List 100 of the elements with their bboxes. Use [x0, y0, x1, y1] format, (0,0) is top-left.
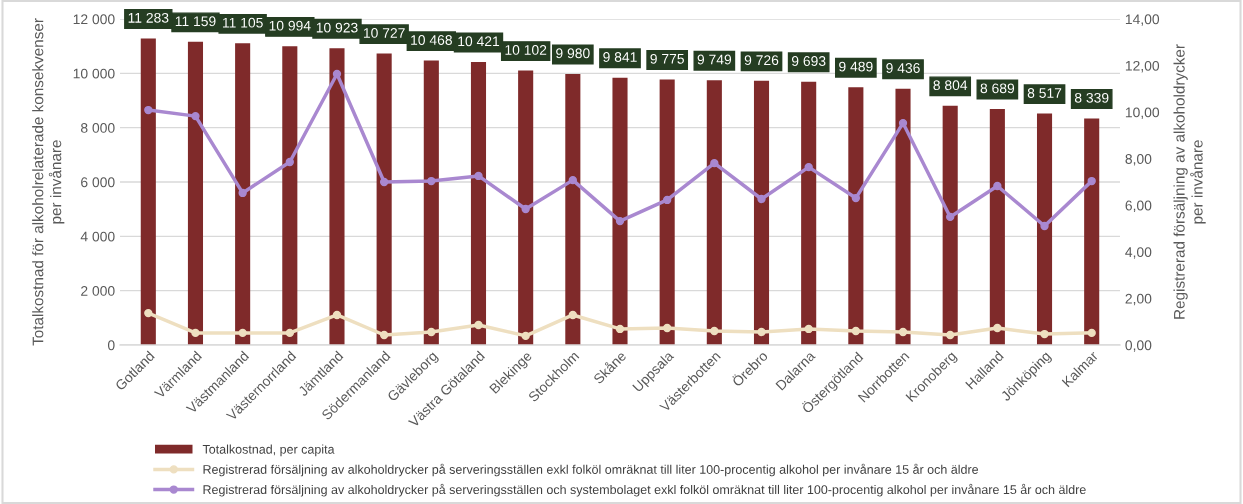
point: [757, 194, 766, 204]
point: [144, 308, 153, 318]
data-label: 8 804: [933, 80, 968, 91]
data-label: 9 749: [697, 54, 732, 65]
bar: [942, 105, 958, 345]
y2-tick-label: 10,00: [1125, 107, 1160, 119]
data-label: 9 693: [791, 56, 826, 66]
point: [191, 111, 200, 121]
bar: [565, 73, 581, 345]
point: [427, 327, 436, 337]
point: [804, 324, 813, 334]
point: [615, 324, 625, 334]
data-label: 11 159: [175, 16, 216, 27]
y2-tick-label: 8,00: [1125, 154, 1152, 166]
bar: [470, 61, 487, 345]
point: [804, 162, 813, 172]
bar: [423, 60, 439, 345]
bar: [376, 53, 392, 345]
data-label: 9 775: [650, 53, 684, 64]
point: [238, 188, 247, 198]
point: [993, 323, 1002, 333]
bar: [329, 48, 345, 345]
bar: [282, 46, 298, 345]
point: [568, 310, 577, 320]
bar: [187, 41, 204, 345]
data-label: 8 689: [980, 83, 1015, 94]
bar: [518, 70, 534, 345]
data-label: 9 726: [744, 55, 779, 66]
y2-axis-title: Registrerad försäljning av alkoholdrycker per invånare: [1173, 44, 1206, 319]
bar: [848, 87, 864, 345]
point: [379, 330, 389, 340]
point: [285, 157, 294, 167]
legend-label: Registrerad försäljning av alkoholdrycker på serveringsställen och systembolaget exkl folköl omräknat till liter 100-procentig alkohol per invånare 15 år och äldre: [203, 483, 1086, 497]
point: [1040, 221, 1049, 231]
point: [474, 320, 483, 330]
data-label: 11 283: [128, 12, 169, 23]
data-label: 10 727: [363, 28, 405, 38]
y-tick-label: 4 000: [80, 231, 115, 242]
data-label: 8 517: [1027, 88, 1062, 98]
point: [1040, 329, 1049, 339]
point: [710, 326, 719, 336]
bar: [140, 38, 156, 345]
bar: [989, 108, 1005, 345]
point: [379, 177, 389, 187]
data-label: 11 105: [222, 17, 263, 28]
data-label: 9 436: [886, 63, 920, 73]
data-label: 10 421: [458, 36, 500, 47]
legend-label: Totalkostnad, per capita: [202, 444, 335, 457]
bar: [895, 88, 911, 345]
y-axis-title: Totalkostnad för alkoholrelaterade konsekvenser per invånare: [32, 18, 65, 346]
point: [474, 171, 483, 181]
bar: [1036, 113, 1053, 345]
point: [332, 310, 342, 320]
point: [993, 181, 1002, 191]
point: [946, 330, 955, 340]
y-tick-label: 12 000: [73, 14, 115, 25]
point: [191, 328, 200, 338]
data-label: 9 489: [839, 61, 873, 72]
point: [521, 331, 530, 341]
y-tick-label: 6 000: [81, 177, 115, 188]
point: [1087, 176, 1096, 186]
data-label: 9 841: [603, 52, 637, 62]
bar: [235, 43, 251, 345]
point: [851, 326, 861, 336]
point: [898, 327, 908, 337]
y-tick-label: 0: [107, 340, 115, 351]
y2-tick-label: 14,00: [1125, 14, 1160, 26]
point: [757, 327, 766, 337]
data-label: 10 102: [505, 45, 547, 55]
point: [427, 176, 436, 186]
bar: [659, 79, 675, 345]
y2-tick-label: 0,00: [1125, 340, 1152, 352]
y2-tick-label: 4,00: [1125, 247, 1152, 259]
bar: [753, 80, 770, 345]
point: [851, 193, 861, 203]
legend-label: Registrerad försäljning av alkoholdrycker på serveringsställen exkl folköl omräknat till liter 100-procentig alkohol per invånare 15 år och äldre: [203, 463, 979, 477]
y-tick-label: 8 000: [80, 123, 115, 133]
bar: [706, 80, 722, 345]
point: [238, 328, 247, 338]
point: [663, 195, 672, 205]
y2-tick-label: 12,00: [1125, 60, 1160, 73]
data-label: 10 923: [316, 22, 358, 33]
y2-tick-label: 6,00: [1125, 200, 1152, 213]
bar: [612, 77, 628, 345]
point: [285, 328, 294, 338]
point: [144, 105, 153, 115]
bar: [801, 81, 817, 345]
data-label: 9 980: [556, 48, 590, 59]
data-label: 8 339: [1074, 92, 1109, 103]
y-tick-label: 10 000: [73, 68, 115, 79]
data-label: 10 994: [269, 20, 311, 31]
data-label: 10 468: [411, 35, 452, 45]
point: [568, 175, 577, 185]
y2-tick-label: 2,00: [1125, 293, 1152, 306]
point: [663, 323, 672, 333]
point: [946, 212, 955, 222]
y-tick-label: 2 000: [81, 286, 115, 296]
point: [710, 158, 719, 168]
point: [615, 216, 625, 226]
point: [1087, 328, 1096, 338]
